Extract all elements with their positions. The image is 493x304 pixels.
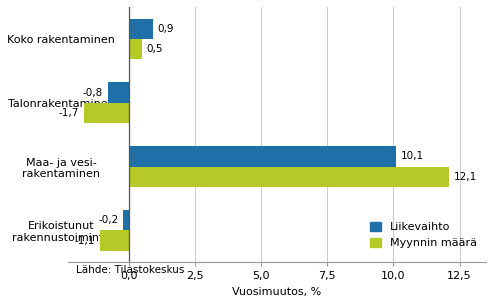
Bar (123, 210, 129, 230)
Text: 10,1: 10,1 (401, 151, 424, 161)
Bar (84, 103, 129, 123)
Bar (129, 146, 396, 167)
Text: -0,8: -0,8 (82, 88, 103, 98)
X-axis label: Vuosimuutos, %: Vuosimuutos, % (232, 287, 321, 297)
Legend: Liikevaihto, Myynnin määrä: Liikevaihto, Myynnin määrä (367, 219, 481, 252)
Text: 12,1: 12,1 (454, 172, 477, 182)
Bar (107, 82, 129, 103)
Text: -1,7: -1,7 (59, 108, 79, 118)
Text: 0,5: 0,5 (147, 44, 163, 54)
Bar (129, 39, 142, 59)
Bar (100, 230, 129, 251)
Text: Lähde: Tilastokeskus: Lähde: Tilastokeskus (76, 265, 184, 275)
Text: -0,2: -0,2 (99, 215, 119, 225)
Text: 0,9: 0,9 (157, 24, 174, 34)
Bar (129, 19, 152, 39)
Bar (129, 167, 449, 187)
Text: -1,1: -1,1 (74, 236, 95, 246)
